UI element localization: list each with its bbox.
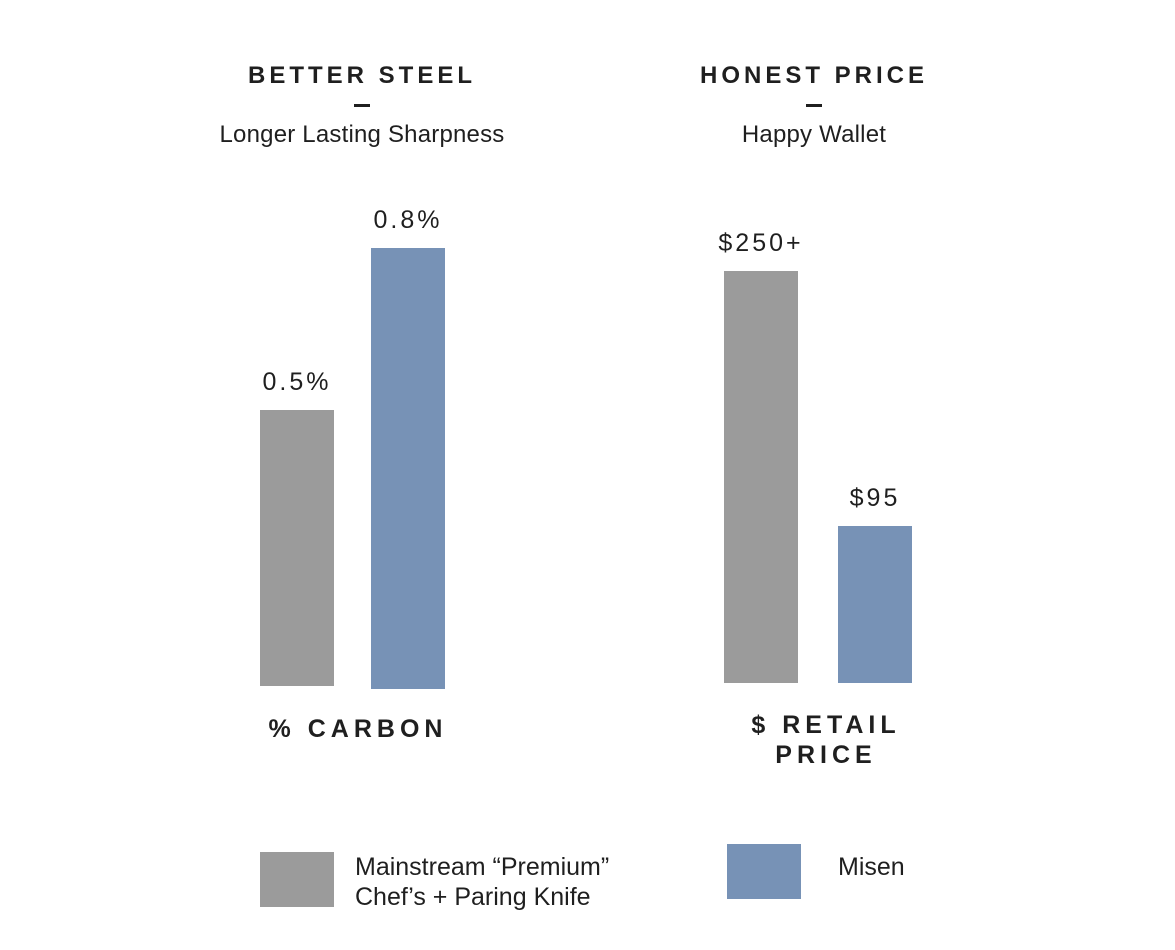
steel-chart-subtitle: Longer Lasting Sharpness <box>219 121 505 148</box>
price-axis-label: $ RETAIL PRICE <box>676 710 976 770</box>
steel-axis-label: % CARBON <box>268 715 448 743</box>
price-axis-label-line1: $ RETAIL <box>751 711 901 739</box>
steel-chart-title: BETTER STEEL <box>247 62 476 89</box>
steel-misen-value-label: 0.8% <box>373 206 443 234</box>
price-mainstream-value-label: $250+ <box>718 229 804 257</box>
steel-mainstream-bar <box>260 410 334 686</box>
price-chart-title: HONEST PRICE <box>699 62 929 89</box>
price-title-dash <box>806 104 822 107</box>
legend-label-mainstream-line2: Chef’s + Paring Knife <box>355 883 591 911</box>
price-mainstream-bar <box>724 271 798 683</box>
legend-label-misen: Misen <box>838 853 905 881</box>
steel-mainstream-value-label: 0.5% <box>262 368 332 396</box>
price-chart-subtitle: Happy Wallet <box>741 121 887 148</box>
legend-label-mainstream: Mainstream “Premium” Chef’s + Paring Kni… <box>355 852 609 912</box>
legend-swatch-misen <box>727 844 801 899</box>
price-axis-label-line2: PRICE <box>775 741 877 769</box>
steel-title-dash <box>354 104 370 107</box>
steel-misen-bar <box>371 248 445 689</box>
legend-swatch-mainstream <box>260 852 334 907</box>
legend-label-mainstream-line1: Mainstream “Premium” <box>355 853 610 881</box>
price-misen-value-label: $95 <box>849 484 901 512</box>
price-misen-bar <box>838 526 912 683</box>
